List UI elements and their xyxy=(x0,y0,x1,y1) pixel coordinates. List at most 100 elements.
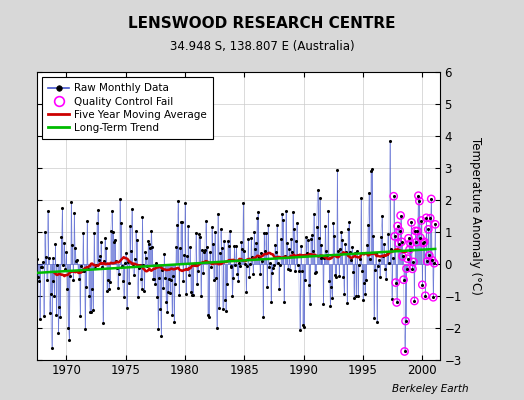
Point xyxy=(212,275,220,282)
Point xyxy=(205,249,214,256)
Point xyxy=(400,348,409,355)
Point xyxy=(153,294,161,300)
Point xyxy=(188,291,196,298)
Point xyxy=(279,217,287,224)
Point xyxy=(381,276,390,282)
Point xyxy=(247,234,256,241)
Point xyxy=(430,260,439,266)
Point xyxy=(202,218,210,224)
Point xyxy=(182,291,190,297)
Point xyxy=(349,268,357,275)
Point xyxy=(99,320,107,326)
Point xyxy=(122,250,130,256)
Point xyxy=(420,239,429,245)
Point xyxy=(361,290,369,297)
Point xyxy=(159,284,168,291)
Point xyxy=(373,319,381,325)
Point xyxy=(183,252,191,259)
Point xyxy=(252,240,260,246)
Point xyxy=(84,266,92,272)
Point xyxy=(405,235,413,242)
Point xyxy=(377,234,385,240)
Point xyxy=(59,262,68,268)
Point xyxy=(378,212,386,219)
Point xyxy=(243,263,252,270)
Point xyxy=(397,239,406,245)
Point xyxy=(280,299,288,305)
Point xyxy=(46,291,54,297)
Point xyxy=(173,222,181,228)
Point xyxy=(24,257,32,263)
Point xyxy=(286,266,294,273)
Point xyxy=(394,223,402,229)
Point xyxy=(221,308,230,315)
Point xyxy=(245,273,254,280)
Point xyxy=(199,270,207,276)
Point xyxy=(298,268,306,274)
Point xyxy=(281,253,289,259)
Point xyxy=(403,256,412,262)
Point xyxy=(147,228,156,234)
Point xyxy=(179,278,187,284)
Point xyxy=(389,193,398,200)
Point xyxy=(420,239,429,245)
Point xyxy=(241,261,249,267)
Point xyxy=(276,262,284,268)
Point xyxy=(206,264,215,270)
Point xyxy=(267,299,275,305)
Point xyxy=(369,233,377,240)
Point xyxy=(137,286,146,292)
Point xyxy=(151,281,159,288)
Point xyxy=(307,236,315,242)
Point xyxy=(193,280,201,287)
Point xyxy=(387,246,395,252)
Point xyxy=(370,266,379,273)
Point xyxy=(339,274,347,281)
Point xyxy=(20,213,29,219)
Point xyxy=(118,278,127,284)
Point xyxy=(121,259,129,266)
Point xyxy=(291,238,300,244)
Point xyxy=(412,239,421,246)
Point xyxy=(374,262,382,269)
Point xyxy=(228,293,237,300)
Point xyxy=(49,278,58,284)
Point xyxy=(43,208,52,214)
Point xyxy=(417,217,425,224)
Point xyxy=(425,252,433,258)
Point xyxy=(212,325,221,332)
Point xyxy=(258,257,266,264)
Point xyxy=(125,280,133,286)
Point xyxy=(154,326,162,332)
Point xyxy=(83,218,91,224)
Point xyxy=(226,263,235,270)
Point xyxy=(57,234,66,240)
Point xyxy=(37,263,45,270)
Point xyxy=(240,248,248,255)
Point xyxy=(180,251,188,258)
Point xyxy=(40,229,49,235)
Point xyxy=(155,274,163,281)
Point xyxy=(107,228,115,234)
Point xyxy=(259,314,267,320)
Point xyxy=(21,270,30,276)
Point xyxy=(97,239,105,246)
Point xyxy=(271,242,279,248)
Point xyxy=(88,286,96,292)
Point xyxy=(421,292,430,299)
Point xyxy=(255,254,264,260)
Point xyxy=(401,318,410,324)
Point xyxy=(358,268,366,274)
Point xyxy=(275,286,283,292)
Point xyxy=(343,300,352,306)
Point xyxy=(174,197,182,204)
Point xyxy=(254,209,263,216)
Point xyxy=(128,263,137,269)
Point xyxy=(391,279,400,286)
Point xyxy=(67,199,75,205)
Y-axis label: Temperature Anomaly (°C): Temperature Anomaly (°C) xyxy=(468,137,482,295)
Point xyxy=(190,261,198,268)
Point xyxy=(385,260,393,266)
Point xyxy=(297,243,305,249)
Point xyxy=(52,312,61,318)
